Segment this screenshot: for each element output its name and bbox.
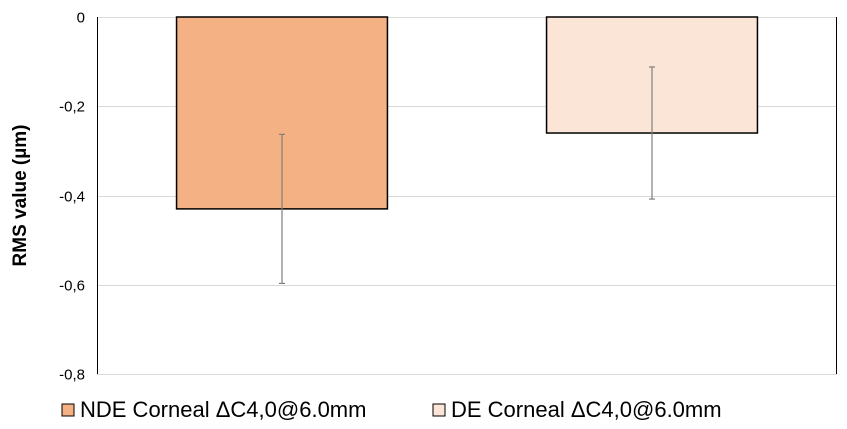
y-tick-label: -0,2 — [59, 99, 85, 116]
y-tick-label: 0 — [77, 10, 85, 27]
error-bars — [279, 66, 655, 285]
bars — [175, 16, 759, 210]
legend-label: DE Corneal ΔC4,0@6.0mm — [451, 397, 722, 422]
y-tick-label: -0,8 — [59, 367, 85, 384]
legend: NDE Corneal ΔC4,0@6.0mm DE Corneal ΔC4,0@… — [61, 397, 722, 422]
legend-label: NDE Corneal ΔC4,0@6.0mm — [80, 397, 366, 422]
y-tick-label: -0,4 — [59, 189, 85, 206]
y-axis-label: RMS value (µm) — [10, 125, 31, 267]
legend-swatch — [432, 403, 446, 417]
y-tick-label: -0,6 — [59, 278, 85, 295]
y-tick-labels: 0 -0,2 -0,4 -0,6 -0,8 — [59, 10, 85, 384]
legend-swatch — [61, 403, 75, 417]
